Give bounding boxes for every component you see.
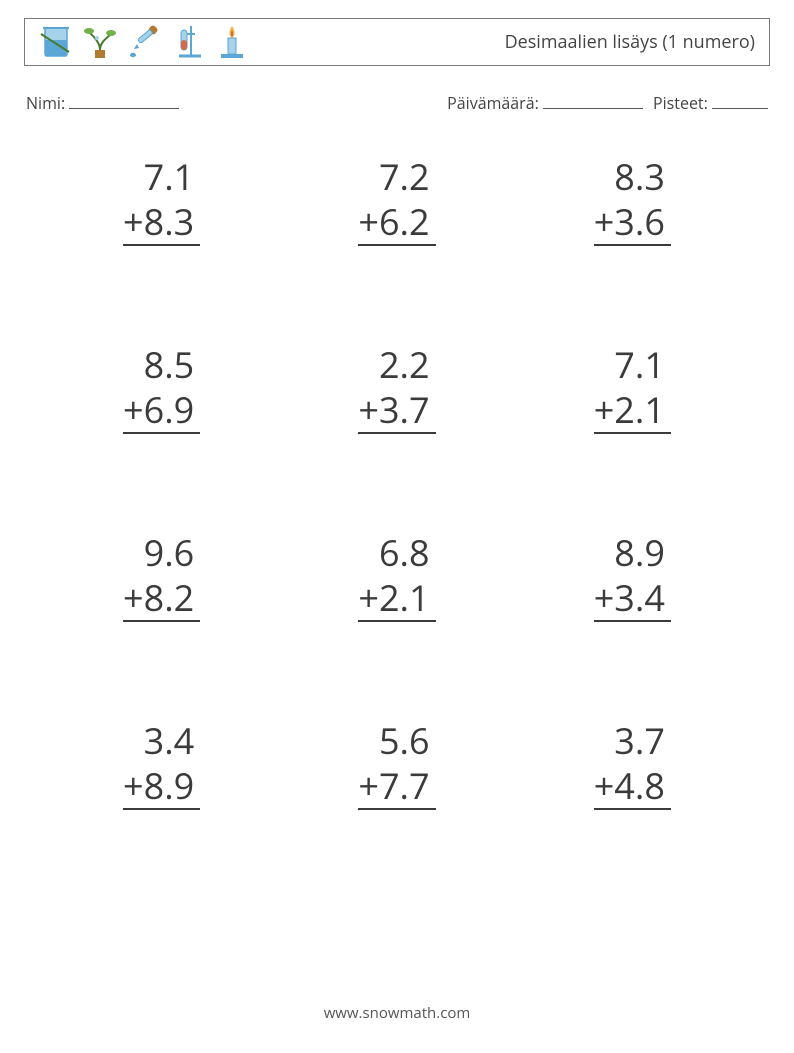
name-label: Nimi: [26, 92, 65, 114]
operator: + [594, 575, 615, 620]
operand-b: 3.4 [614, 575, 665, 620]
operand-row: +3.6 [594, 199, 671, 246]
date-label: Päivämäärä: [447, 92, 539, 114]
problem: 9.6+8.2 [44, 530, 279, 622]
operand-b: 8.3 [144, 199, 195, 244]
operand-b: 3.7 [379, 387, 430, 432]
operand-a: 3.7 [594, 718, 671, 763]
worksheet-title: Desimaalien lisäys (1 numero) [505, 30, 755, 54]
name-blank [69, 94, 179, 109]
operand-row: +8.9 [123, 763, 200, 810]
problem: 7.1+2.1 [515, 342, 750, 434]
score-blank [712, 94, 768, 109]
problem: 7.2+6.2 [279, 154, 514, 246]
operator: + [594, 763, 615, 808]
problem: 5.6+7.7 [279, 718, 514, 810]
operand-b: 3.6 [614, 199, 665, 244]
operand-b: 7.7 [379, 763, 430, 808]
operator: + [358, 199, 379, 244]
operator: + [123, 199, 144, 244]
operand-a: 9.6 [123, 530, 200, 575]
burner-icon [215, 24, 249, 60]
header-icons [39, 24, 249, 60]
operand-row: +6.2 [358, 199, 435, 246]
problem: 3.4+8.9 [44, 718, 279, 810]
operand-row: +3.4 [594, 575, 671, 622]
problem: 2.2+3.7 [279, 342, 514, 434]
problem: 8.3+3.6 [515, 154, 750, 246]
operand-a: 8.5 [123, 342, 200, 387]
operand-a: 7.2 [358, 154, 435, 199]
operand-b: 6.9 [144, 387, 195, 432]
problem: 3.7+4.8 [515, 718, 750, 810]
operand-b: 8.9 [144, 763, 195, 808]
operator: + [358, 575, 379, 620]
score-label: Pisteet: [653, 92, 708, 114]
test-tube-stand-icon [171, 24, 205, 60]
operand-a: 7.1 [123, 154, 200, 199]
operand-a: 3.4 [123, 718, 200, 763]
problem: 6.8+2.1 [279, 530, 514, 622]
sprout-icon [83, 24, 117, 60]
operand-row: +8.2 [123, 575, 200, 622]
operand-b: 2.1 [379, 575, 430, 620]
operand-a: 7.1 [594, 342, 671, 387]
operator: + [358, 387, 379, 432]
operand-row: +2.1 [358, 575, 435, 622]
operator: + [123, 575, 144, 620]
operand-b: 4.8 [614, 763, 665, 808]
operator: + [594, 387, 615, 432]
date-blank [543, 94, 643, 109]
operand-row: +4.8 [594, 763, 671, 810]
problems-grid: 7.1+8.37.2+6.28.3+3.68.5+6.92.2+3.77.1+2… [24, 154, 770, 810]
operand-a: 6.8 [358, 530, 435, 575]
footer-url: www.snowmath.com [0, 1003, 794, 1023]
problem: 8.5+6.9 [44, 342, 279, 434]
problem: 8.9+3.4 [515, 530, 750, 622]
operand-a: 8.9 [594, 530, 671, 575]
operand-a: 8.3 [594, 154, 671, 199]
operand-row: +8.3 [123, 199, 200, 246]
problem: 7.1+8.3 [44, 154, 279, 246]
operand-row: +3.7 [358, 387, 435, 434]
operator: + [594, 199, 615, 244]
dropper-icon [127, 24, 161, 60]
meta-row: Nimi: Päivämäärä: Pisteet: [24, 92, 770, 114]
operator: + [123, 387, 144, 432]
operand-a: 2.2 [358, 342, 435, 387]
operand-b: 2.1 [614, 387, 665, 432]
operand-a: 5.6 [358, 718, 435, 763]
operand-b: 6.2 [379, 199, 430, 244]
operand-row: +2.1 [594, 387, 671, 434]
operator: + [358, 763, 379, 808]
operand-row: +6.9 [123, 387, 200, 434]
operand-row: +7.7 [358, 763, 435, 810]
operator: + [123, 763, 144, 808]
beaker-icon [39, 24, 73, 60]
header-box: Desimaalien lisäys (1 numero) [24, 18, 770, 66]
operand-b: 8.2 [144, 575, 195, 620]
